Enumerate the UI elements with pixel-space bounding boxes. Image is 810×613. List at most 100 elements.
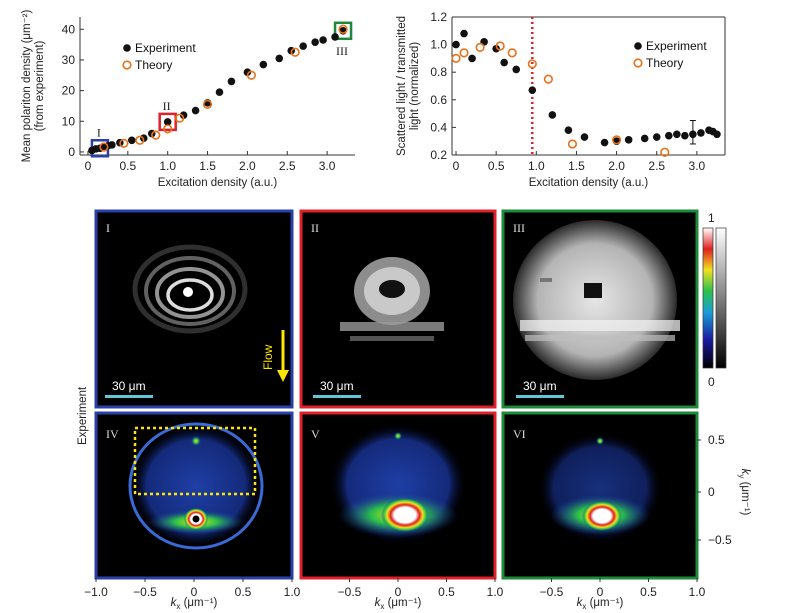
theory-point (151, 130, 161, 140)
x-tick-label: 2.5 (279, 159, 296, 173)
experiment-point (243, 68, 252, 76)
highlight-label-I: I (97, 125, 101, 139)
kx-tick-label: 0.5 (235, 585, 252, 599)
highlight-label-III: III (336, 44, 348, 58)
legend-theory-marker (122, 60, 132, 70)
experiment-point (108, 141, 116, 149)
theory-point (163, 124, 173, 134)
kx-axis-label: kx (μm⁻¹) (577, 597, 624, 611)
experiment-point (275, 54, 284, 63)
x-axis-label: Excitation density (a.u.) (529, 177, 649, 189)
kx-tick-label: 0 (395, 585, 402, 599)
experiment-point (528, 86, 537, 94)
ky-tick-label: 0.5 (708, 433, 725, 447)
kx-tick-label: 0 (597, 585, 604, 599)
theory-point (495, 41, 505, 51)
panel-I (94, 209, 294, 409)
kx-tick-label: −1.0 (84, 585, 108, 599)
scale-bar-label-II: 30 μm (320, 379, 354, 393)
experiment-point (640, 134, 649, 143)
legend-experiment-label: Experiment (646, 39, 707, 53)
experiment-point (259, 60, 268, 69)
panel-II (299, 209, 497, 409)
theory-point (507, 48, 517, 58)
x-tick-label: 0 (85, 159, 92, 173)
legend-theory-label: Theory (646, 56, 683, 70)
scale-bar-label-I: 30 μm (112, 379, 146, 393)
theory-point (175, 113, 185, 123)
legend-experiment-marker (634, 42, 642, 50)
x-tick-label: 3.0 (689, 159, 706, 173)
theory-point (543, 74, 553, 84)
x-tick-label: 2.5 (648, 159, 665, 173)
y-axis-label-line2: light (normalized) (409, 42, 421, 130)
scale-bar-label-III: 30 μm (523, 379, 557, 393)
colorbar-color (702, 227, 714, 369)
theory-point (527, 59, 537, 69)
theory-point (338, 24, 348, 34)
highlight-box-III (333, 21, 353, 41)
theory-point (135, 135, 145, 145)
legend-experiment-label: Experiment (135, 41, 196, 55)
theory-point (119, 138, 129, 148)
legend-experiment-marker (123, 44, 131, 52)
experiment-point (468, 54, 476, 63)
scale-bar-I (105, 395, 153, 398)
experiment-point (319, 36, 327, 44)
ky-tick-label: 0 (708, 485, 715, 499)
experiment-point (163, 118, 172, 126)
legend-theory-label: Theory (135, 58, 172, 72)
y-tick-label: 40 (62, 22, 76, 36)
experiment-point (673, 130, 681, 139)
ky-axis: 0.5 0 −0.5 ky (μm⁻¹) (697, 433, 751, 547)
panel-I-frame (94, 209, 294, 409)
experiment-point (299, 42, 307, 50)
experiment-point (681, 131, 689, 140)
experiment-point (179, 111, 188, 119)
y-tick-label: 0.6 (430, 93, 447, 107)
kx-tick-label: 0.5 (438, 585, 455, 599)
experiment-point (500, 58, 508, 67)
flow-arrow-icon (277, 370, 289, 382)
experiment-point (512, 65, 521, 74)
experiment-point (215, 88, 224, 96)
highlight-label-II: II (163, 99, 171, 113)
experiment-point (624, 136, 633, 144)
theory-point (290, 47, 300, 57)
experiment-point (331, 33, 339, 41)
x-tick-label: 2.0 (608, 159, 625, 173)
experiment-point (600, 138, 609, 147)
x-tick-label: 1.0 (159, 159, 176, 173)
panel-I-label: I (106, 221, 110, 235)
kx-tick-label: 0 (191, 585, 198, 599)
panel-III-label: III (513, 221, 525, 235)
kx-axis-label: kx (μm⁻¹) (375, 597, 422, 611)
theory-point (99, 142, 109, 152)
experiment-point (697, 129, 705, 137)
panel-II-label: II (311, 221, 319, 235)
y-tick-label: 30 (62, 53, 76, 67)
colorbar-gray (715, 227, 727, 369)
kx-axes: −1.0 −0.5 0 0.5 1.0 kx (μm⁻¹) −0.5 0 0.5 1.0 kx (μ… (84, 578, 706, 611)
experiment-point (492, 44, 500, 53)
experiment-point (227, 77, 236, 86)
scale-bar-III (516, 395, 564, 398)
colorbar-min-label: 0 (708, 375, 715, 389)
experiment-point (460, 29, 468, 38)
panel-III-frame (501, 209, 699, 409)
dotted-region-box (133, 426, 257, 496)
theory-point (246, 70, 256, 80)
kx-tick-label: 0.5 (640, 585, 657, 599)
x-tick-label: 0 (453, 159, 460, 173)
panel-VI-label: VI (513, 427, 526, 441)
y-tick-label: 0 (68, 145, 75, 159)
y-tick-label: 0.4 (430, 120, 447, 134)
kx-axis-label: kx (μm⁻¹) (171, 597, 218, 611)
x-tick-label: 2.0 (239, 159, 256, 173)
panel-V-label: V (311, 427, 320, 441)
experiment-point (664, 131, 673, 140)
y-axis-label-line2: (from experiment) (34, 40, 46, 131)
legend-theory-marker (633, 58, 643, 68)
experiment-point (564, 126, 573, 134)
